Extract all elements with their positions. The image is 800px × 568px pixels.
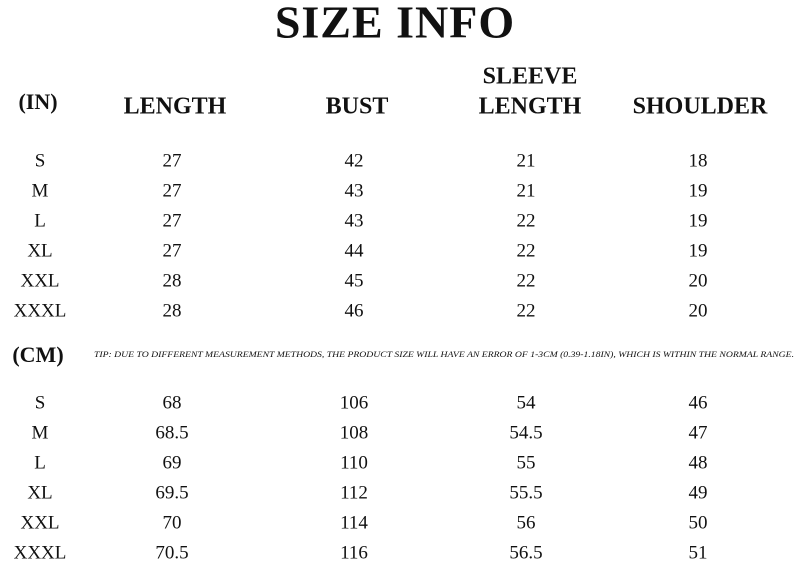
- cell-value: 54.5: [509, 422, 542, 443]
- cell-value: 20: [689, 300, 708, 321]
- size-label: S: [35, 150, 46, 171]
- cell-value: 27: [163, 240, 182, 261]
- size-label: M: [32, 180, 49, 201]
- cell-value: 46: [345, 300, 364, 321]
- cell-value: 27: [163, 210, 182, 231]
- column-header: SHOULDER: [633, 94, 768, 120]
- cell-value: 19: [689, 210, 708, 231]
- cell-value: 50: [689, 512, 708, 533]
- cell-value: 110: [340, 452, 368, 473]
- cell-value: 27: [163, 150, 182, 171]
- size-label: XXL: [20, 512, 59, 533]
- cell-value: 43: [345, 180, 364, 201]
- cell-value: 18: [689, 150, 708, 171]
- size-label: XXL: [20, 270, 59, 291]
- size-label: M: [32, 422, 49, 443]
- size-label: XL: [27, 240, 52, 261]
- size-label: XXXL: [14, 300, 67, 321]
- cell-value: 20: [689, 270, 708, 291]
- cell-value: 106: [340, 392, 369, 413]
- cell-value: 27: [163, 180, 182, 201]
- cell-value: 45: [345, 270, 364, 291]
- cell-value: 28: [163, 270, 182, 291]
- cell-value: 55.5: [509, 482, 542, 503]
- cell-value: 47: [689, 422, 708, 443]
- cell-value: 21: [517, 180, 536, 201]
- cell-value: 70: [163, 512, 182, 533]
- column-header: BUST: [326, 94, 389, 120]
- cell-value: 42: [345, 150, 364, 171]
- cell-value: 19: [689, 180, 708, 201]
- title: SIZE INFO: [275, 0, 515, 48]
- cell-value: 55: [517, 452, 536, 473]
- column-header: LENGTH: [124, 94, 227, 120]
- cell-value: 48: [689, 452, 708, 473]
- cell-value: 69.5: [155, 482, 188, 503]
- cell-value: 28: [163, 300, 182, 321]
- column-header: LENGTH: [479, 94, 582, 120]
- cell-value: 44: [345, 240, 365, 261]
- cell-value: 22: [517, 240, 536, 261]
- cell-value: 54: [517, 392, 537, 413]
- size-label: L: [34, 452, 46, 473]
- cell-value: 22: [517, 210, 536, 231]
- cell-value: 108: [340, 422, 369, 443]
- cell-value: 22: [517, 270, 536, 291]
- cell-value: 43: [345, 210, 364, 231]
- cell-value: 56.5: [509, 542, 542, 563]
- cell-value: 49: [689, 482, 708, 503]
- column-header: SLEEVE: [483, 64, 578, 90]
- cell-value: 114: [340, 512, 368, 533]
- cell-value: 19: [689, 240, 708, 261]
- cell-value: 22: [517, 300, 536, 321]
- unit-label: (CM): [12, 342, 63, 367]
- cell-value: 69: [163, 452, 182, 473]
- cell-value: 70.5: [155, 542, 188, 563]
- cell-value: 51: [689, 542, 708, 563]
- size-label: S: [35, 392, 46, 413]
- cell-value: 68: [163, 392, 182, 413]
- cell-value: 46: [689, 392, 708, 413]
- cell-value: 116: [340, 542, 368, 563]
- cell-value: 112: [340, 482, 368, 503]
- cell-value: 56: [517, 512, 536, 533]
- size-label: XL: [27, 482, 52, 503]
- cell-value: 21: [517, 150, 536, 171]
- cell-value: 68.5: [155, 422, 188, 443]
- tip: TIP: DUE TO DIFFERENT MEASUREMENT METHOD…: [94, 350, 794, 359]
- size-label: L: [34, 210, 46, 231]
- unit-label: (IN): [18, 89, 57, 114]
- size-label: XXXL: [14, 542, 67, 563]
